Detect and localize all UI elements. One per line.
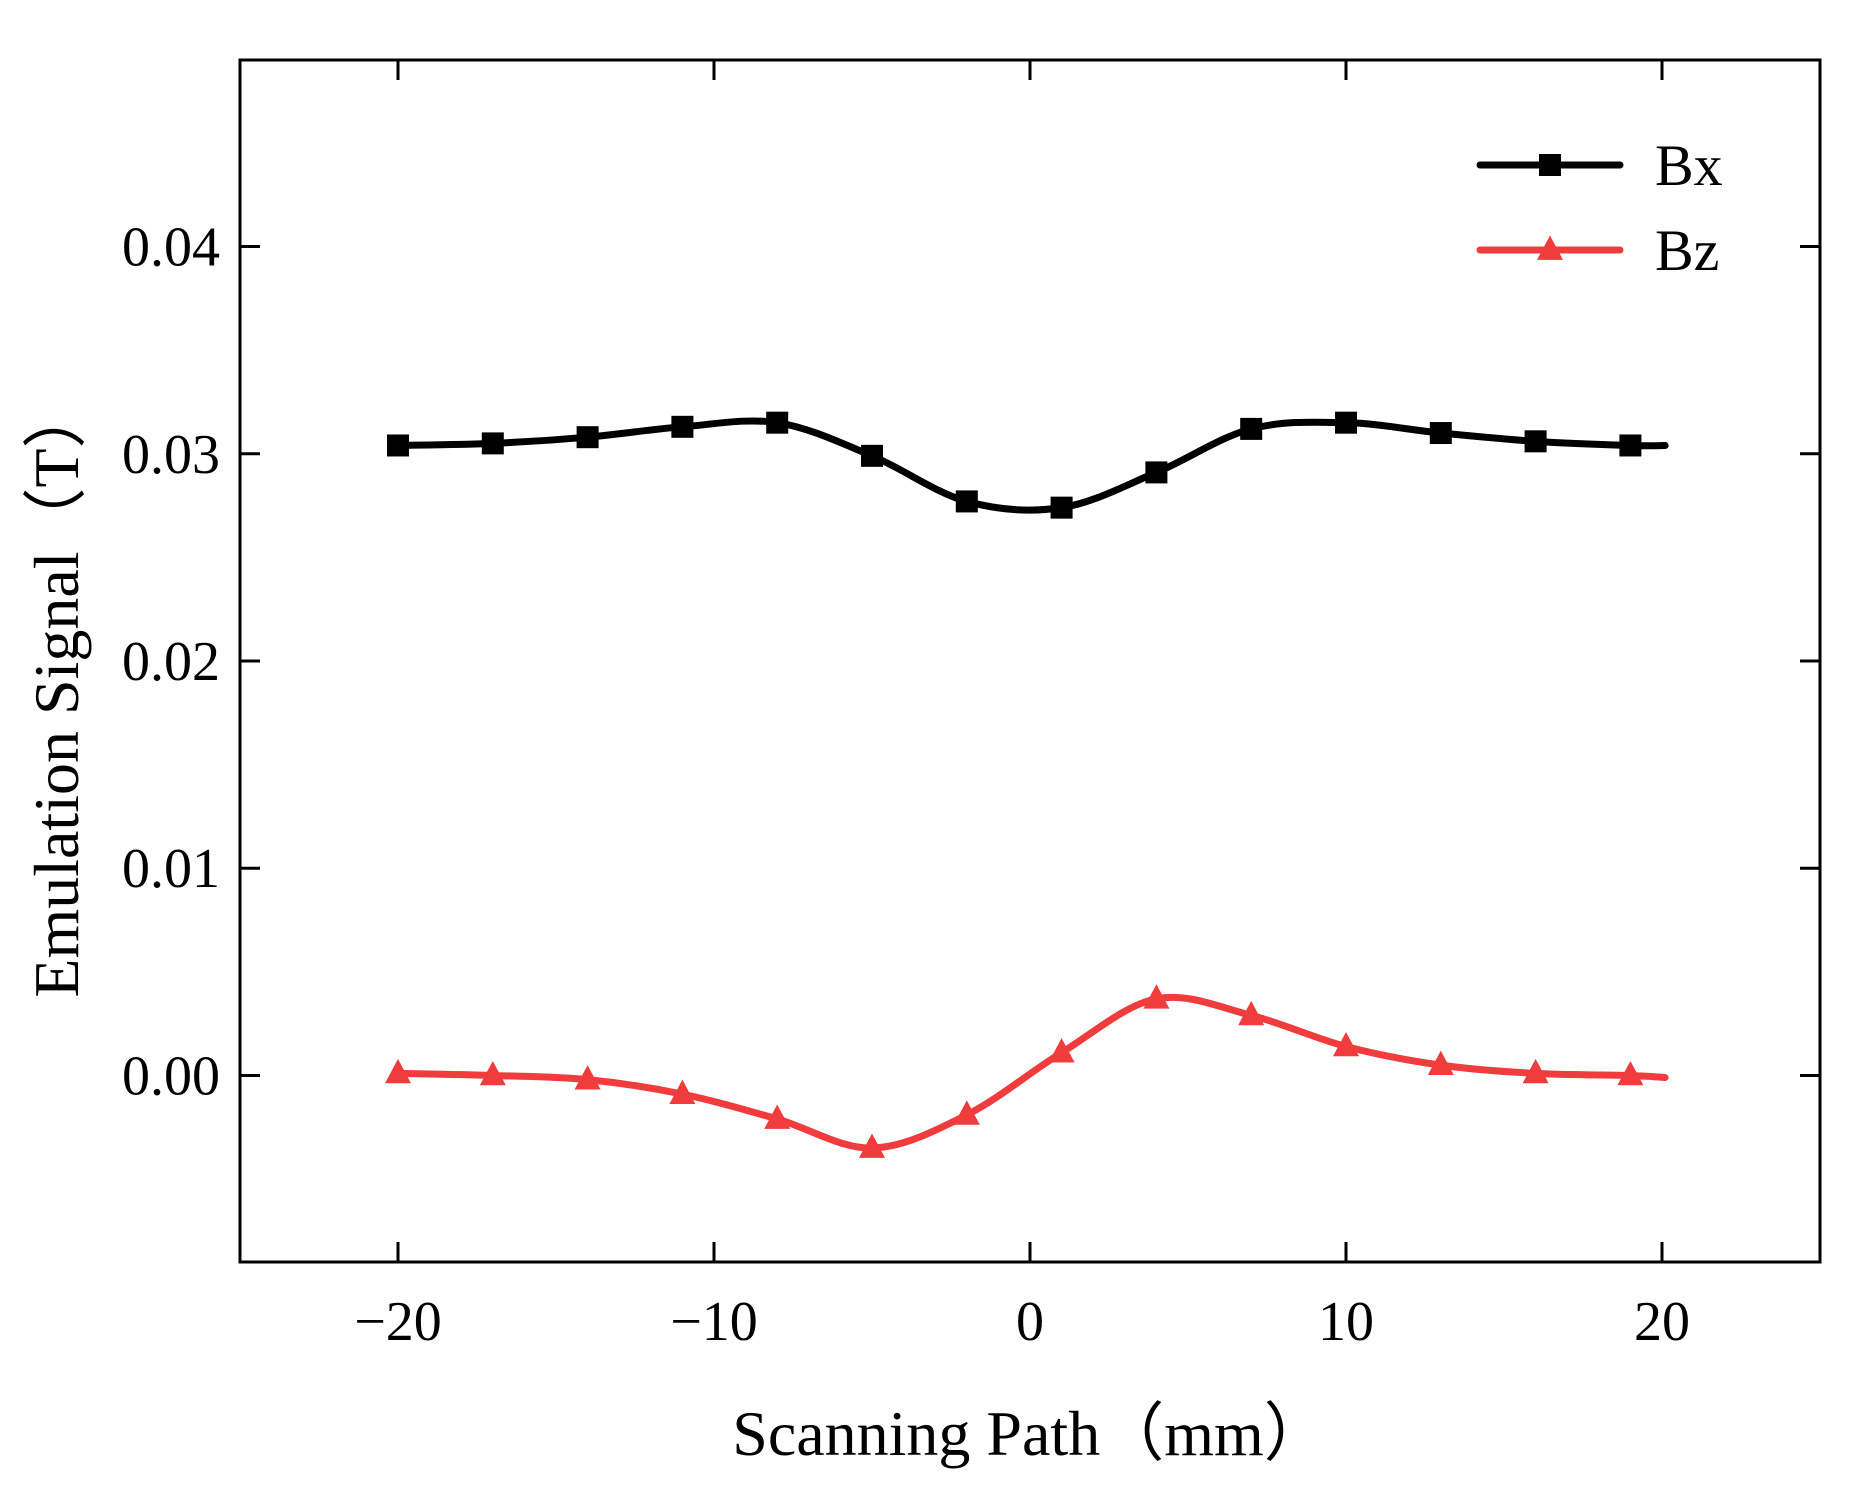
legend-item-bx: Bx <box>1476 133 1723 198</box>
legend-marker-bx <box>1539 154 1561 176</box>
x-tick-label: 10 <box>1318 1291 1374 1353</box>
data-point-bz <box>1522 1058 1549 1084</box>
data-point-bx <box>1335 411 1357 434</box>
data-point-bx <box>1050 496 1073 519</box>
legend: Bx Bz <box>1476 133 1723 283</box>
data-point-bx <box>1240 417 1263 440</box>
data-point-bx <box>576 426 599 449</box>
data-point-bx <box>481 432 504 455</box>
data-point-bx <box>387 434 409 457</box>
data-point-bx <box>1524 430 1547 453</box>
legend-label-bz: Bz <box>1655 218 1719 283</box>
data-point-bx <box>861 444 883 467</box>
data-point-bz <box>1238 1000 1265 1026</box>
data-point-bz <box>764 1104 791 1129</box>
y-tick-label: 0.02 <box>122 631 220 693</box>
data-point-bx <box>766 411 789 434</box>
x-tick-label: 20 <box>1634 1291 1690 1353</box>
data-point-bz <box>1333 1031 1359 1057</box>
axis-ticks <box>240 60 1820 1262</box>
x-tick-label: 0 <box>1016 1291 1044 1353</box>
data-point-bz <box>859 1133 885 1158</box>
data-point-bz <box>574 1065 601 1090</box>
y-tick-label: 0.00 <box>122 1045 220 1107</box>
data-point-bx <box>1429 422 1452 445</box>
y-tick-label: 0.04 <box>122 217 220 279</box>
x-tick-label: −10 <box>670 1291 758 1353</box>
x-tick-label: −20 <box>354 1291 442 1353</box>
data-point-bz <box>1427 1050 1454 1075</box>
data-point-bx <box>955 490 978 513</box>
data-point-bx <box>1619 434 1642 457</box>
plot-markers <box>385 411 1644 1158</box>
data-point-bz <box>669 1079 696 1104</box>
data-point-bz <box>953 1100 980 1125</box>
data-point-bz <box>1617 1060 1644 1086</box>
data-point-bz <box>1143 984 1170 1009</box>
y-tick-label: 0.03 <box>122 424 220 486</box>
data-point-bx <box>1145 461 1168 484</box>
data-point-bz <box>385 1058 411 1084</box>
legend-label-bx: Bx <box>1655 133 1723 198</box>
y-axis-label: Emulation Signal（T） <box>21 384 92 997</box>
y-tick-label: 0.01 <box>122 838 220 900</box>
legend-item-bz: Bz <box>1476 218 1719 283</box>
x-axis-label: Scanning Path（mm） <box>732 1398 1328 1469</box>
data-point-bz <box>1048 1038 1075 1063</box>
data-point-bz <box>479 1060 506 1086</box>
legend-marker-bz <box>1537 235 1563 260</box>
axis-tick-labels: −20 −10 0 10 20 0.00 0.01 0.02 0.03 0.04 <box>122 217 1690 1353</box>
data-point-bx <box>671 415 694 438</box>
